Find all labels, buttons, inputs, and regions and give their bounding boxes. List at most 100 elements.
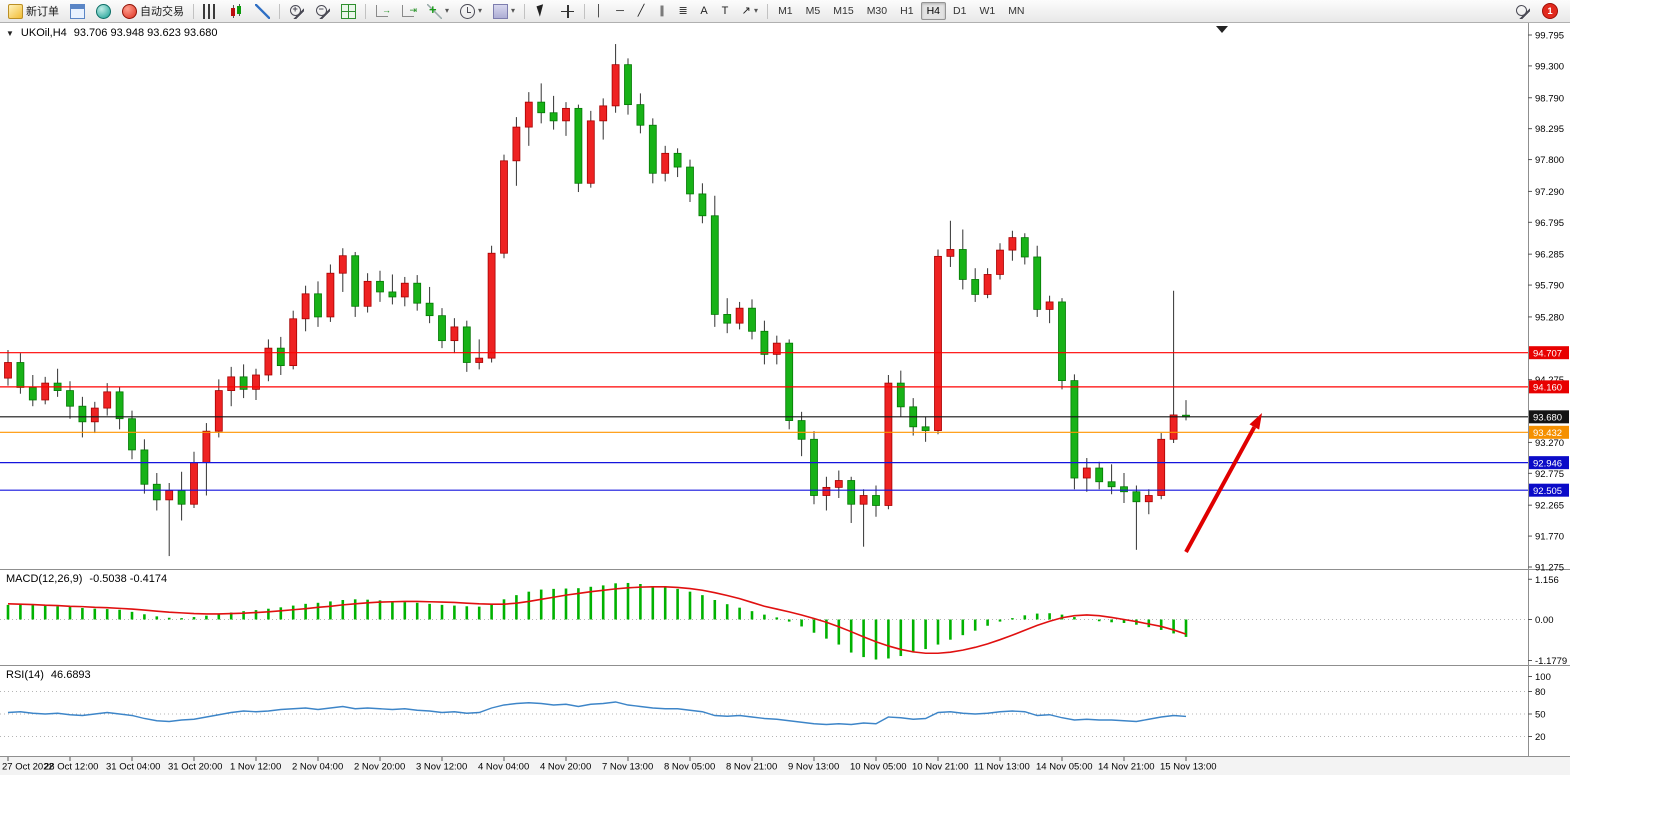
candle-down — [574, 107, 583, 184]
candle-down — [78, 405, 87, 423]
trend-arrow[interactable] — [1184, 426, 1257, 553]
cursor-button[interactable] — [529, 2, 554, 21]
data-window-button[interactable] — [91, 2, 116, 21]
candle-down — [1070, 380, 1079, 479]
templates-button[interactable]: ▾ — [488, 2, 520, 21]
text-label-button[interactable]: T — [715, 2, 735, 21]
toolbar-separator — [193, 3, 194, 19]
candle-up — [190, 462, 198, 505]
search-button[interactable] — [1510, 2, 1535, 21]
candle-down — [710, 215, 719, 315]
toolbar-separator — [767, 3, 769, 19]
line-chart-button[interactable] — [250, 2, 275, 21]
new-order-button[interactable]: 新订单 — [3, 2, 64, 21]
zoomin-icon — [289, 3, 304, 19]
equidistant-channel-button[interactable]: ∥ — [652, 2, 672, 21]
horizontal-line-button[interactable]: ─ — [610, 2, 630, 21]
price-tag-label: 92.505 — [1533, 486, 1562, 497]
candle-down — [314, 293, 322, 318]
candle-down — [537, 101, 546, 114]
horizontal-line-button-glyph: ─ — [616, 4, 624, 17]
price-axis-label: 96.285 — [1535, 250, 1564, 261]
rsi-axis-label: 100 — [1535, 672, 1551, 683]
candle-up — [884, 382, 893, 506]
rsi-line — [7, 701, 1187, 726]
indicators-button[interactable]: ▾ — [422, 2, 454, 21]
shift-icon — [401, 3, 417, 19]
candle-down — [376, 280, 384, 293]
arrows-button[interactable]: ↗ ▾ — [736, 2, 763, 21]
vertical-line-button[interactable]: │ — [589, 2, 609, 21]
trend-arrow-head[interactable] — [1249, 413, 1262, 430]
timeframe-m30-button[interactable]: M30 — [861, 2, 893, 20]
candle-up — [252, 374, 260, 390]
newdoc-icon — [8, 3, 23, 19]
timeframe-d1-button[interactable]: D1 — [947, 2, 972, 20]
chart-shift-button[interactable] — [396, 2, 421, 21]
candle-down — [810, 438, 818, 496]
timeframe-mn-button[interactable]: MN — [1002, 2, 1030, 20]
price-axis-label: 91.275 — [1535, 562, 1564, 573]
candle-up — [4, 362, 12, 379]
candle-down — [276, 347, 285, 367]
fibonacci-button[interactable]: ≣ — [673, 2, 693, 21]
candle-up — [934, 255, 942, 431]
crosshair-icon — [560, 4, 575, 19]
auto-scroll-button[interactable] — [370, 2, 395, 21]
price-tag-label: 94.160 — [1533, 383, 1562, 394]
text-label-button-glyph: T — [721, 4, 729, 17]
trendline-button[interactable]: ╱ — [631, 2, 651, 21]
rsi-axis-label: 20 — [1535, 732, 1546, 743]
time-axis-label: 10 Nov 05:00 — [850, 762, 907, 773]
macd-axis-label: 0.00 — [1535, 615, 1554, 626]
candle-up — [1082, 467, 1091, 479]
timeframe-h1-button[interactable]: H1 — [894, 2, 919, 20]
bar-chart-button[interactable] — [198, 2, 223, 21]
timeframe-m15-button[interactable]: M15 — [827, 2, 859, 20]
time-axis-strip — [0, 757, 1570, 775]
candle-up — [487, 252, 496, 359]
time-axis-label: 31 Oct 20:00 — [168, 762, 222, 773]
time-axis-label: 3 Nov 12:00 — [416, 762, 467, 773]
price-axis-label: 95.790 — [1535, 281, 1564, 292]
chart-shift-marker[interactable] — [1216, 26, 1228, 33]
chart-canvas[interactable]: 99.795 99.300 98.790 98.295 97.800 97.290 96.7… — [0, 0, 1570, 823]
candle-down — [388, 291, 397, 298]
terminal-icon — [96, 3, 111, 19]
candle-down — [66, 390, 74, 407]
candle-down — [1095, 467, 1104, 483]
toolbar-separator — [584, 3, 586, 19]
tile-windows-button[interactable] — [336, 2, 361, 21]
search-icon — [1515, 3, 1530, 19]
zoom-out-button[interactable] — [310, 2, 335, 21]
price-axis-label: 98.790 — [1535, 93, 1564, 104]
candle-down — [971, 279, 980, 295]
timeframe-m5-button[interactable]: M5 — [800, 2, 827, 20]
candle-up — [214, 390, 223, 432]
toolbar-separator — [365, 3, 366, 19]
trendline-button-glyph: ╱ — [637, 4, 645, 17]
candlestick-chart-button[interactable] — [224, 2, 249, 21]
notification-badge[interactable]: 1 — [1542, 3, 1558, 19]
zoom-in-button[interactable] — [284, 2, 309, 21]
profiles-button[interactable] — [65, 2, 90, 21]
text-button[interactable]: A — [694, 2, 714, 21]
candle-up — [772, 342, 781, 355]
chart-background — [0, 23, 1570, 775]
candle-up — [227, 376, 236, 391]
candle-up — [524, 101, 533, 128]
dropdown-caret-icon: ▾ — [478, 6, 483, 15]
crosshair-button[interactable] — [555, 2, 580, 21]
dropdown-caret-icon: ▾ — [511, 6, 516, 15]
timeframe-h4-button[interactable]: H4 — [920, 2, 946, 20]
dropdown-caret-icon: ▾ — [754, 6, 759, 15]
periods-button[interactable]: ▾ — [455, 2, 487, 21]
timeframe-w1-button[interactable]: W1 — [973, 2, 1001, 20]
auto-trading-button[interactable]: 自动交易 — [117, 2, 189, 21]
price-tag-92.946 — [1529, 456, 1569, 470]
time-axis-label: 31 Oct 04:00 — [106, 762, 160, 773]
timeframe-m1-button[interactable]: M1 — [772, 2, 799, 20]
candle-down — [1107, 481, 1116, 488]
arrows-button-glyph: ↗ — [741, 4, 751, 17]
